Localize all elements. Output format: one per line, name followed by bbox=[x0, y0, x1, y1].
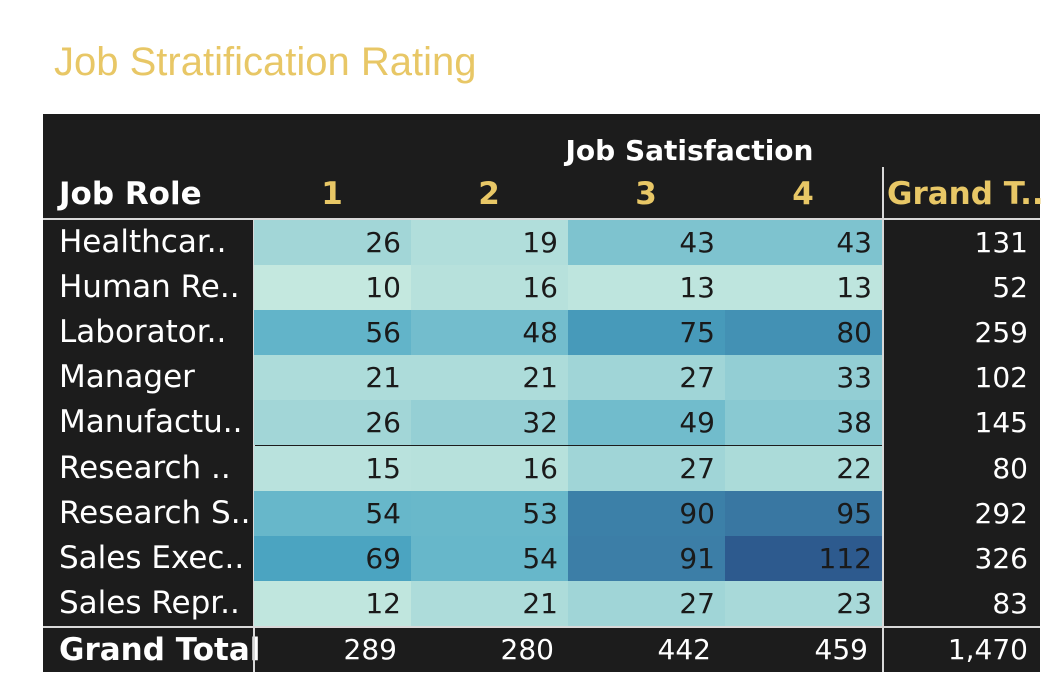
row-label: Sales Repr.. bbox=[59, 585, 240, 621]
heatmap-cell: 43 bbox=[725, 220, 882, 265]
heatmap-cell: 13 bbox=[725, 265, 882, 310]
heatmap-cell: 16 bbox=[411, 446, 568, 491]
column-group-header: Job Satisfaction bbox=[565, 134, 814, 167]
heatmap-cell: 95 bbox=[725, 491, 882, 536]
heatmap-cell: 56 bbox=[254, 310, 411, 355]
heatmap-cell: 19 bbox=[411, 220, 568, 265]
heatmap-cell: 112 bbox=[725, 536, 882, 581]
heatmap-cell: 80 bbox=[725, 310, 882, 355]
column-total-cell: 289 bbox=[343, 633, 397, 666]
row-label: Laborator.. bbox=[59, 314, 227, 350]
row-total-cell: 326 bbox=[974, 542, 1028, 575]
heatmap-cell: 53 bbox=[411, 491, 568, 536]
column-header-3: 3 bbox=[635, 176, 657, 212]
heatmap-table: Job Satisfaction Job Role Grand T.. Gran… bbox=[43, 114, 1042, 672]
heatmap-cell: 10 bbox=[254, 265, 411, 310]
row-label: Research .. bbox=[59, 450, 231, 486]
column-header-1: 1 bbox=[321, 176, 343, 212]
row-label: Healthcar.. bbox=[59, 224, 227, 260]
heatmap-cell: 90 bbox=[568, 491, 725, 536]
column-total-cell: 442 bbox=[657, 633, 711, 666]
heatmap-cell: 26 bbox=[254, 220, 411, 265]
heatmap-cell: 21 bbox=[411, 355, 568, 400]
heatmap-cell: 27 bbox=[568, 581, 725, 626]
heatmap-cell: 23 bbox=[725, 581, 882, 626]
heatmap-cell: 27 bbox=[568, 355, 725, 400]
heatmap-cell: 54 bbox=[254, 491, 411, 536]
heatmap-cell: 32 bbox=[411, 400, 568, 445]
row-total-cell: 80 bbox=[992, 452, 1028, 485]
header-divider bbox=[43, 218, 1040, 220]
heatmap-cell: 54 bbox=[411, 536, 568, 581]
row-total-cell: 292 bbox=[974, 497, 1028, 530]
heatmap-cell: 38 bbox=[725, 400, 882, 445]
heatmap-cell: 33 bbox=[725, 355, 882, 400]
chart-title: Job Stratification Rating bbox=[54, 40, 477, 84]
row-total-cell: 52 bbox=[992, 271, 1028, 304]
heatmap-cell: 26 bbox=[254, 400, 411, 445]
column-total-cell: 459 bbox=[814, 633, 868, 666]
row-header: Job Role bbox=[59, 176, 202, 212]
heatmap-cell: 21 bbox=[411, 581, 568, 626]
row-label: Research S.. bbox=[59, 495, 251, 531]
column-header-4: 4 bbox=[792, 176, 814, 212]
heatmap-cell: 75 bbox=[568, 310, 725, 355]
heatmap-cell: 27 bbox=[568, 446, 725, 491]
row-label: Manager bbox=[59, 359, 195, 395]
heatmap-cell: 48 bbox=[411, 310, 568, 355]
grand-total-divider bbox=[882, 167, 884, 672]
column-header-2: 2 bbox=[478, 176, 500, 212]
row-label: Manufactu.. bbox=[59, 404, 243, 440]
grand-total-row-label: Grand Total bbox=[59, 632, 261, 668]
heatmap-cell: 12 bbox=[254, 581, 411, 626]
row-label: Human Re.. bbox=[59, 269, 240, 305]
column-total-cell: 280 bbox=[500, 633, 554, 666]
heatmap-cell: 21 bbox=[254, 355, 411, 400]
row-total-cell: 145 bbox=[974, 406, 1028, 439]
row-total-cell: 131 bbox=[974, 226, 1028, 259]
heatmap-cell: 43 bbox=[568, 220, 725, 265]
heatmap-cell: 15 bbox=[254, 446, 411, 491]
row-total-cell: 259 bbox=[974, 316, 1028, 349]
footer-divider bbox=[43, 626, 1040, 628]
grand-total-column-header: Grand T.. bbox=[887, 176, 1042, 212]
heatmap-cell: 49 bbox=[568, 400, 725, 445]
heatmap-cell: 16 bbox=[411, 265, 568, 310]
row-total-cell: 102 bbox=[974, 361, 1028, 394]
row-label: Sales Exec.. bbox=[59, 540, 245, 576]
heatmap-cell: 69 bbox=[254, 536, 411, 581]
grand-total-value: 1,470 bbox=[947, 633, 1028, 666]
row-total-cell: 83 bbox=[992, 587, 1028, 620]
heatmap-cell: 13 bbox=[568, 265, 725, 310]
heatmap-cell: 91 bbox=[568, 536, 725, 581]
heatmap-cell: 22 bbox=[725, 446, 882, 491]
